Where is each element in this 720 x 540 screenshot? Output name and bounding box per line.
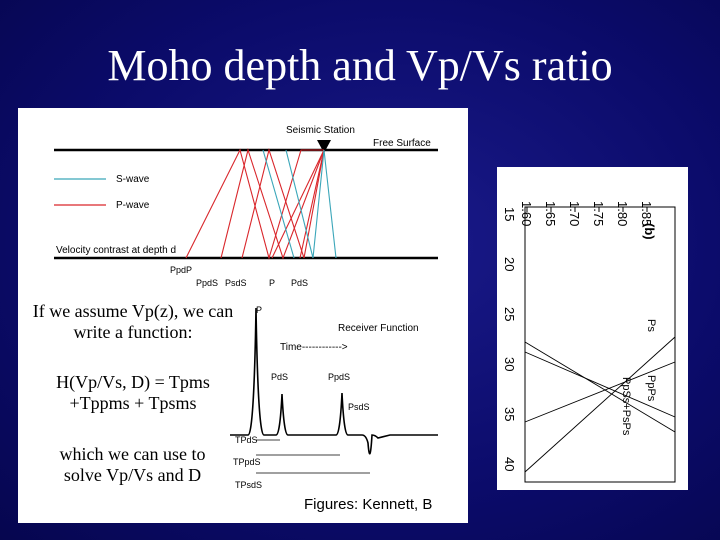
note-solve: which we can use to solve Vp/Vs and D	[40, 444, 225, 514]
time-label-ppds: TPpdS	[233, 457, 261, 467]
vpvs-tick-2: 1.70	[567, 201, 582, 226]
station-label: Seismic Station	[286, 125, 355, 136]
rf-peak-label-ppds: PpdS	[328, 372, 350, 382]
phase-label-pds: PdS	[291, 278, 308, 288]
ray-pds	[299, 149, 325, 259]
vpvs-tick-1: 1.65	[543, 201, 558, 226]
ray-p	[271, 149, 325, 259]
ray-s1	[285, 149, 325, 259]
panel-b-svg: 1.60 1.65 1.70 1.75 1.80 1.85 15 20 25 3…	[502, 201, 676, 483]
time-label-pds: TPdS	[235, 435, 258, 445]
legend-swave-label: S-wave	[116, 174, 150, 185]
figure-credit: Figures: Kennett, B	[304, 496, 433, 513]
time-axis-label: Time------------>	[280, 342, 348, 353]
ray-ppdp	[185, 148, 324, 261]
receiver-function-title: Receiver Function	[338, 323, 419, 334]
depth-tick-4: 35	[502, 407, 517, 421]
curve-pppps	[524, 361, 676, 423]
depth-tick-2: 25	[502, 307, 517, 321]
ray-psds	[241, 148, 325, 259]
ray-s2	[262, 149, 295, 259]
time-label-psds: TPsdS	[235, 480, 262, 490]
phase-label-ppdp: PpdP	[170, 265, 192, 275]
pwave-rays	[185, 148, 325, 261]
legend-pwave-label: P-wave	[116, 200, 150, 211]
depth-tick-5: 40	[502, 457, 517, 471]
curve-ppss-psps	[524, 351, 676, 418]
panel-b-curves	[524, 336, 676, 473]
vpvs-ticks	[526, 207, 648, 212]
ray-diagram-svg: Seismic Station Free Surface S-wave P-wa…	[54, 125, 438, 490]
curve-label-ps: Ps	[645, 319, 657, 332]
depth-tick-1: 20	[502, 257, 517, 271]
phase-label-p: P	[269, 278, 275, 288]
vpvs-tick-5: 1.85	[639, 201, 654, 226]
vpvs-tick-4: 1.80	[615, 201, 630, 226]
note-assume: If we assume Vp(z), we can write a funct…	[28, 301, 238, 347]
panel-b-figure: 1.60 1.65 1.70 1.75 1.80 1.85 15 20 25 3…	[497, 167, 688, 490]
curve-ppss-psps-2	[524, 341, 676, 433]
time-arrows	[256, 439, 370, 474]
note-function: H(Vp/Vs, D) = Tpms +Tppms + Tpsms	[28, 372, 238, 418]
depth-tick-0: 15	[502, 207, 517, 221]
curve-label-pppps: PpPs	[645, 375, 657, 402]
vpvs-tick-3: 1.75	[591, 201, 606, 226]
slide-title: Moho depth and Vp/Vs ratio	[107, 41, 613, 90]
curve-label-ppss-psps: PpSs+PsPs	[620, 377, 632, 436]
vpvs-tick-labels: 1.60 1.65 1.70 1.75 1.80 1.85	[519, 201, 654, 226]
depth-tick-3: 30	[502, 357, 517, 371]
phase-label-psds: PsdS	[225, 278, 247, 288]
panel-b-frame	[524, 206, 676, 483]
free-surface-label: Free Surface	[373, 138, 431, 149]
panel-b-label: (b)	[642, 223, 657, 240]
panel-b-curve-labels: Ps PpPs PpSs+PsPs	[620, 319, 657, 436]
ray-s3	[323, 149, 337, 259]
rf-peak-label-pds: PdS	[271, 372, 288, 382]
phase-label-ppds: PpdS	[196, 278, 218, 288]
rf-peak-label-p: P	[256, 305, 262, 315]
receiver-function-trace	[230, 307, 438, 455]
vpvs-tick-0: 1.60	[519, 201, 534, 226]
curve-ps	[524, 336, 676, 473]
depth-tick-labels: 15 20 25 30 35 40	[502, 207, 517, 471]
rf-peak-label-psds: PsdS	[348, 402, 370, 412]
ray-ppds	[220, 148, 325, 260]
contrast-label: Velocity contrast at depth d	[56, 245, 176, 256]
seismic-station-icon	[317, 140, 331, 153]
swave-rays	[262, 149, 337, 259]
